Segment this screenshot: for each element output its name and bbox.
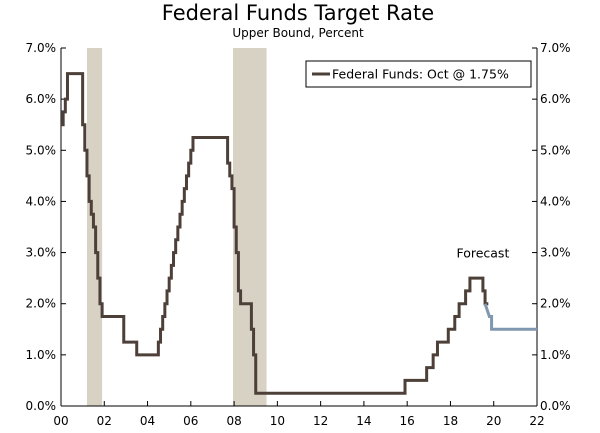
x-tick-label: 08 (226, 414, 241, 428)
y-tick-label-left: 0.0% (26, 399, 57, 413)
x-tick-label: 04 (140, 414, 155, 428)
x-tick-label: 02 (97, 414, 112, 428)
legend-label: Federal Funds: Oct @ 1.75% (332, 67, 509, 82)
chart-title: Federal Funds Target Rate (162, 1, 434, 25)
x-tick-label: 00 (53, 414, 68, 428)
y-tick-label-right: 1.0% (540, 348, 571, 362)
forecast-annotation: Forecast (456, 246, 509, 261)
y-tick-label-right: 2.0% (540, 297, 571, 311)
x-tick-label: 12 (313, 414, 328, 428)
chart-subtitle: Upper Bound, Percent (232, 26, 364, 40)
x-tick-label: 14 (356, 414, 371, 428)
federal-funds-line (61, 74, 488, 394)
recession-band-2 (233, 48, 267, 406)
x-tick-label: 22 (529, 414, 544, 428)
axes: 0.0% 0.0% 1.0% 1.0% 2.0% 2.0% 3.0% 3.0% 4.0% 4.0%… (26, 41, 571, 428)
y-tick-label-right: 5.0% (540, 143, 571, 157)
x-tick-label: 06 (183, 414, 198, 428)
y-tick-label-left: 3.0% (26, 246, 57, 260)
y-tick-label-right: 7.0% (540, 41, 571, 55)
forecast-line (485, 304, 537, 330)
y-tick-label-right: 3.0% (540, 246, 571, 260)
y-tick-label-left: 4.0% (26, 194, 57, 208)
y-tick-label-right: 6.0% (540, 92, 571, 106)
y-tick-label-left: 5.0% (26, 143, 57, 157)
y-tick-label-right: 4.0% (540, 194, 571, 208)
y-tick-label-right: 0.0% (540, 399, 571, 413)
x-tick-label: 20 (486, 414, 501, 428)
x-tick-label: 10 (270, 414, 285, 428)
y-tick-label-left: 7.0% (26, 41, 57, 55)
y-tick-label-left: 1.0% (26, 348, 57, 362)
x-tick-label: 16 (400, 414, 415, 428)
legend: Federal Funds: Oct @ 1.75% (306, 61, 531, 87)
y-tick-label-left: 2.0% (26, 297, 57, 311)
y-tick-label-left: 6.0% (26, 92, 57, 106)
x-tick-label: 18 (443, 414, 458, 428)
series-group (61, 74, 537, 394)
